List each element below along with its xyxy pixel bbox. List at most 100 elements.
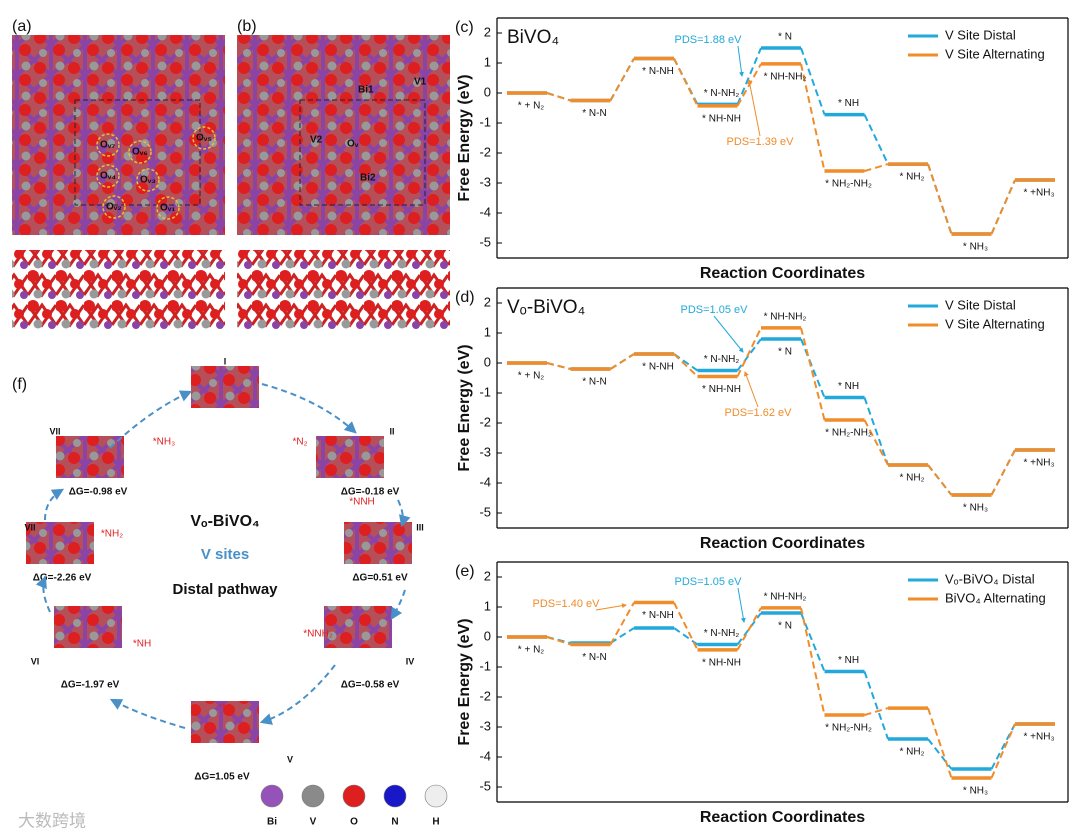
- connector: [736, 612, 762, 646]
- connector: [863, 419, 889, 466]
- y-tick-label: -4: [479, 474, 491, 489]
- y-tick-label: -5: [479, 234, 491, 249]
- connector: [990, 723, 1016, 770]
- site-label: Oᵥ: [347, 139, 359, 150]
- step-label: * N-NH₂: [704, 354, 740, 365]
- cell-box: [299, 99, 426, 206]
- cycle-arrow: [44, 488, 65, 521]
- atom-label: Bi: [267, 817, 277, 828]
- pds-annotation: PDS=1.88 eV: [675, 34, 743, 46]
- y-tick-label: 0: [484, 84, 491, 99]
- connector: [673, 58, 699, 107]
- connector: [990, 179, 1016, 235]
- vacancy-ring: [192, 126, 216, 150]
- connector: [927, 738, 953, 770]
- connector: [609, 627, 635, 644]
- pds-arrow: [737, 45, 744, 77]
- y-tick-label: 2: [484, 294, 491, 309]
- step-label: * NH-NH: [702, 658, 741, 669]
- connector: [864, 163, 889, 172]
- state-species: *NH: [133, 639, 151, 650]
- connector: [990, 449, 1016, 496]
- connector: [609, 602, 635, 645]
- y-axis-label: Free Energy (eV): [456, 344, 473, 471]
- pds-arrow: [747, 79, 761, 137]
- connector: [736, 63, 762, 107]
- y-tick-label: -3: [479, 718, 491, 733]
- site-label: Oᵥ₁: [160, 203, 176, 214]
- cycle-arrow: [259, 664, 336, 725]
- connector: [800, 327, 826, 421]
- pds-annotation: PDS=1.39 eV: [727, 136, 795, 148]
- legend-label: V Site Distal: [945, 297, 1016, 312]
- state-structure: [316, 436, 384, 478]
- y-tick-label: -5: [479, 504, 491, 519]
- atom-label: O: [350, 817, 358, 828]
- state-numeral: II: [389, 426, 394, 436]
- panel-label: (f): [12, 376, 27, 393]
- state-dg: ΔG=1.05 eV: [194, 772, 250, 783]
- step-label: * NH₂: [900, 172, 925, 183]
- y-tick-label: -3: [479, 444, 491, 459]
- y-axis-label: Free Energy (eV): [456, 618, 473, 745]
- panel-label: (a): [12, 18, 32, 35]
- site-label: Bi1: [358, 85, 374, 96]
- y-tick-label: -2: [479, 144, 491, 159]
- y-tick-label: -2: [479, 688, 491, 703]
- y-tick-label: 0: [484, 628, 491, 643]
- y-tick-label: -4: [479, 204, 491, 219]
- cycle-arrow: [35, 575, 51, 613]
- state-structure: [56, 436, 124, 478]
- pds-annotation: PDS=1.05 eV: [681, 304, 749, 316]
- connector: [736, 47, 762, 105]
- step-label: * + N₂: [518, 645, 545, 656]
- y-tick-label: -4: [479, 748, 491, 763]
- step-label: * NH₂-NH₂: [825, 723, 872, 734]
- y-axis-label: Free Energy (eV): [456, 74, 473, 201]
- site-label: Bi2: [360, 173, 376, 184]
- state-dg: ΔG=-0.98 eV: [69, 487, 128, 498]
- step-label: * N-N: [582, 652, 606, 663]
- pds-arrow: [595, 603, 627, 611]
- connector: [927, 163, 953, 235]
- atom-swatch: [383, 784, 407, 808]
- step-label: * NH₃: [963, 503, 988, 514]
- site-label: Oᵥ₇: [100, 140, 115, 151]
- panel-label: (c): [455, 19, 474, 36]
- connector: [673, 627, 699, 646]
- state-structure: [324, 606, 392, 648]
- step-label: * NH-NH₂: [764, 592, 807, 603]
- connector: [546, 92, 571, 102]
- step-label: * NH: [838, 381, 859, 392]
- state-species: *NNH: [349, 497, 375, 508]
- cycle-arrow: [109, 390, 193, 449]
- x-axis-label: Reaction Coordinates: [700, 535, 865, 552]
- legend-label: V Site Alternating: [945, 316, 1045, 331]
- cycle-center-text: Distal pathway: [172, 581, 278, 598]
- step-label: * N-NH: [642, 362, 674, 373]
- step-label: * NH-NH₂: [764, 72, 807, 83]
- y-tick-label: 0: [484, 354, 491, 369]
- y-tick-label: -1: [479, 114, 491, 129]
- connector: [736, 327, 762, 377]
- state-structure: [344, 522, 412, 564]
- state-numeral: IV: [406, 656, 415, 666]
- step-label: * NH₂: [900, 747, 925, 758]
- pds-arrow: [713, 315, 744, 353]
- x-axis-label: Reaction Coordinates: [700, 809, 865, 826]
- vacancy-ring: [102, 195, 126, 219]
- state-structure: [26, 522, 94, 564]
- state-dg: ΔG=-1.97 eV: [61, 680, 120, 691]
- vacancy-ring: [128, 140, 152, 164]
- cycle-arrow: [261, 383, 357, 434]
- connector: [800, 47, 826, 115]
- step-label: * N: [778, 621, 792, 632]
- connector: [609, 353, 635, 370]
- y-tick-label: 1: [484, 324, 491, 339]
- state-species: *NH₃: [153, 437, 175, 448]
- step-label: * N-NH: [642, 610, 674, 621]
- vacancy-ring: [96, 133, 120, 157]
- site-label: Oᵥ₅: [196, 133, 212, 144]
- connector: [800, 338, 826, 398]
